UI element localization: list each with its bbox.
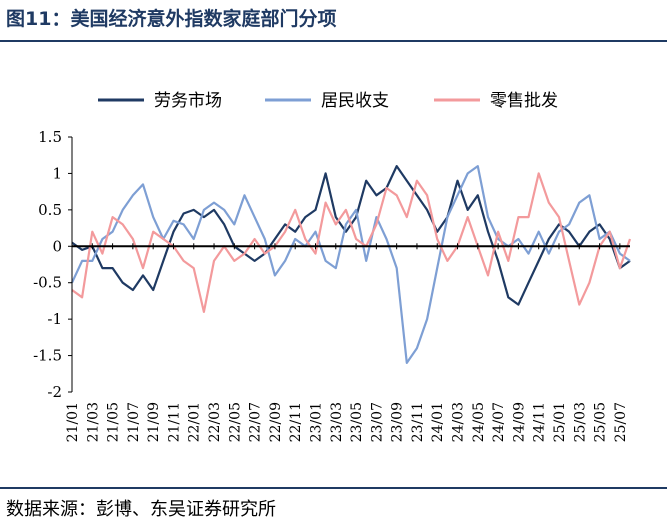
- legend-label: 零售批发: [490, 91, 558, 111]
- series-line-3: [71, 172, 632, 313]
- x-tick-label: 21/07: [126, 402, 142, 442]
- x-tick-label: 21/09: [146, 402, 162, 442]
- x-tick-label: 21/05: [106, 402, 122, 442]
- x-tick-label: 22/05: [227, 402, 243, 442]
- x-tick-label: 23/09: [390, 402, 406, 442]
- x-tick-label: 23/11: [410, 402, 426, 442]
- x-tick-label: 21/03: [85, 402, 101, 442]
- x-tick-label: 21/01: [65, 402, 81, 442]
- x-tick-label: 22/09: [268, 402, 284, 442]
- x-tick-label: 23/05: [349, 402, 365, 442]
- line-chart: 劳务市场 居民收支 零售批发 1.510.50-0.5-1-1.5-221/01 21…: [33, 91, 632, 442]
- title-rule: [0, 40, 667, 42]
- chart-legend: 劳务市场 居民收支 零售批发: [98, 91, 558, 111]
- x-tick-label: 23/07: [369, 402, 385, 442]
- figure-title: 图11：美国经济意外指数家庭部门分项: [6, 8, 337, 30]
- y-tick-label: 0: [52, 237, 62, 255]
- y-tick-label: 1.5: [38, 128, 62, 146]
- series-line-2: [71, 164, 631, 364]
- x-tick-label: 24/05: [471, 402, 487, 442]
- x-tick-label: 24/11: [532, 402, 548, 442]
- axes-layer: 1.5 1 0.5 0 -0.5 -1 -1.5 -221/01 21/03 21/05 21/07…: [33, 128, 630, 442]
- y-tick-label: -1.5: [33, 347, 62, 365]
- x-tick-label: 23/01: [309, 402, 325, 442]
- x-tick-label: 24/03: [451, 402, 467, 442]
- source-note: 数据来源：彭博、东吴证券研究所: [6, 499, 276, 520]
- source-rule: [0, 487, 667, 489]
- x-tick-label: 25/03: [572, 402, 588, 442]
- x-tick-label: 25/05: [593, 402, 609, 442]
- y-tick-label: 0.5: [38, 201, 62, 219]
- y-tick-label: -1: [47, 310, 62, 328]
- x-tick-label: 25/01: [552, 402, 568, 442]
- series-line-1: [71, 164, 631, 306]
- legend-label: 劳务市场: [154, 91, 222, 111]
- x-tick-label: 22/11: [288, 402, 304, 442]
- x-tick-label: 21/11: [167, 402, 183, 442]
- x-tick-label: 24/07: [491, 402, 507, 442]
- x-tick-label: 24/01: [430, 402, 446, 442]
- y-tick-label: 1: [52, 164, 62, 182]
- x-tick-label: 22/03: [207, 402, 223, 442]
- x-tick-label: 24/09: [511, 402, 527, 442]
- x-tick-label: 25/07: [613, 402, 629, 442]
- x-tick-label: 22/07: [248, 402, 264, 442]
- y-tick-label: -2: [47, 383, 62, 401]
- legend-label: 居民收支: [321, 91, 389, 111]
- y-tick-label: -0.5: [33, 274, 62, 292]
- series-layer: [71, 164, 632, 364]
- x-tick-label: 22/01: [187, 402, 203, 442]
- x-tick-label: 23/03: [329, 402, 345, 442]
